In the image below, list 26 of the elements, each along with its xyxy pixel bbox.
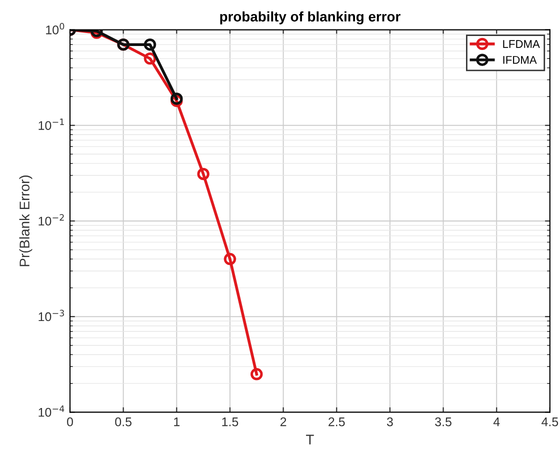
y-tick-label: 10$^{0}$	[46, 22, 64, 34]
y-axis-title: Pr(Blank Error)	[19, 176, 32, 266]
x-tick-label: 0.5	[115, 417, 132, 426]
x-tick-label: 2.5	[328, 417, 345, 426]
x-tick-label: 3	[386, 417, 393, 426]
x-tick-label: 0	[67, 417, 73, 426]
point	[224, 252, 236, 266]
point	[144, 38, 156, 51]
y-tick-label: 10$^{−4}$	[38, 405, 64, 417]
x-tick-label: 2	[280, 417, 286, 426]
legend-label: IFDMA	[503, 56, 537, 64]
x-tick-label: 1.5	[222, 418, 238, 426]
point	[170, 92, 183, 105]
y-tick-label: 10$^{−2}$	[38, 214, 64, 226]
y-tick-label: 10$^{−1}$	[38, 118, 64, 130]
point	[144, 52, 156, 65]
point	[197, 168, 210, 180]
x-tick-label: 1	[174, 418, 180, 426]
x-tick-label: 3.5	[435, 417, 452, 426]
x-tick-label: 4.5	[542, 418, 558, 426]
chart-title: probabilty of blanking error	[220, 11, 400, 24]
x-axis-title: T	[306, 434, 314, 444]
x-tick-label: 4	[493, 418, 500, 426]
point	[250, 368, 263, 380]
y-tick-label: 10$^{−3}$	[38, 310, 64, 322]
legend-label: LFDMA	[503, 40, 540, 48]
